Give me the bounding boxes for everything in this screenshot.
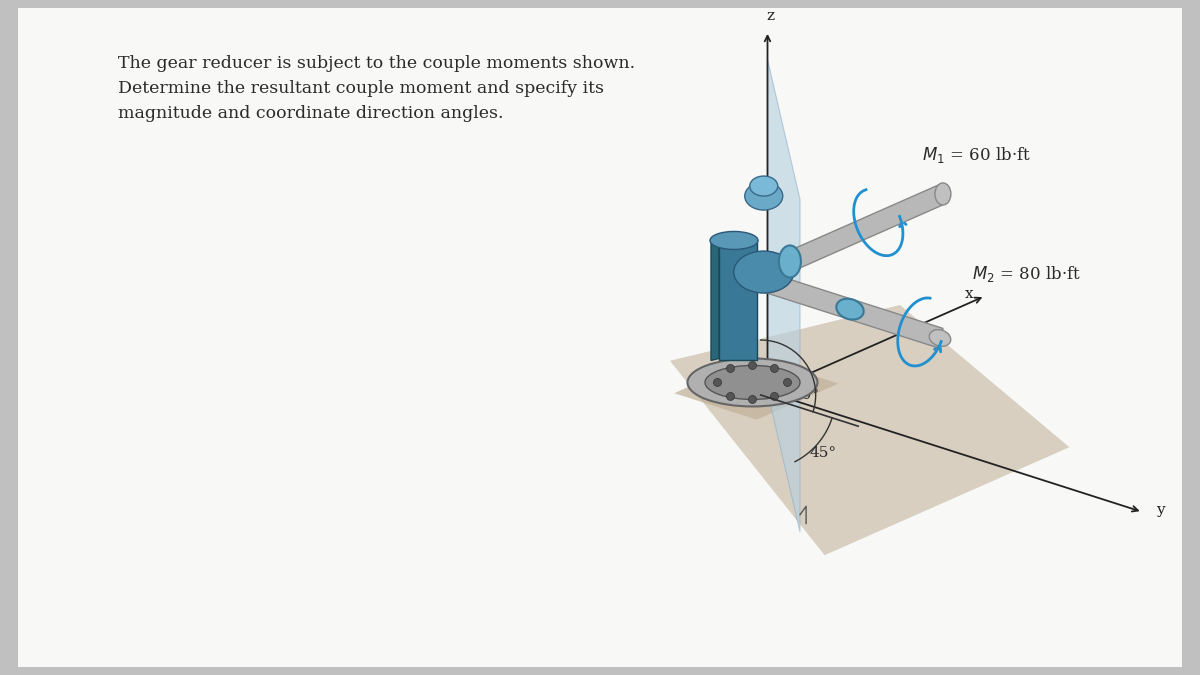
Ellipse shape bbox=[710, 232, 758, 250]
Ellipse shape bbox=[750, 176, 778, 196]
FancyBboxPatch shape bbox=[719, 240, 757, 360]
Ellipse shape bbox=[706, 365, 800, 400]
Text: 30°: 30° bbox=[793, 387, 820, 402]
Polygon shape bbox=[764, 273, 943, 348]
Circle shape bbox=[770, 392, 779, 400]
FancyBboxPatch shape bbox=[18, 8, 1182, 667]
Circle shape bbox=[749, 361, 756, 369]
Ellipse shape bbox=[935, 183, 950, 205]
Ellipse shape bbox=[733, 251, 793, 293]
Polygon shape bbox=[749, 185, 947, 287]
Text: $M_2$ = 80 lb·ft: $M_2$ = 80 lb·ft bbox=[972, 263, 1081, 284]
Ellipse shape bbox=[745, 182, 782, 210]
Text: 45°: 45° bbox=[809, 446, 836, 460]
Ellipse shape bbox=[929, 329, 950, 346]
Circle shape bbox=[749, 396, 756, 404]
Text: x: x bbox=[965, 287, 973, 301]
Ellipse shape bbox=[836, 299, 864, 319]
Circle shape bbox=[726, 392, 734, 400]
Circle shape bbox=[726, 364, 734, 373]
Circle shape bbox=[714, 379, 721, 387]
Ellipse shape bbox=[688, 358, 817, 406]
Text: magnitude and coordinate direction angles.: magnitude and coordinate direction angle… bbox=[118, 105, 504, 122]
Polygon shape bbox=[670, 305, 1069, 556]
Circle shape bbox=[784, 379, 792, 387]
Text: $M_1$ = 60 lb·ft: $M_1$ = 60 lb·ft bbox=[923, 145, 1032, 165]
Polygon shape bbox=[710, 238, 719, 360]
Text: The gear reducer is subject to the couple moments shown.: The gear reducer is subject to the coupl… bbox=[118, 55, 635, 72]
Circle shape bbox=[770, 364, 779, 373]
Text: Determine the resultant couple moment and specify its: Determine the resultant couple moment an… bbox=[118, 80, 604, 97]
Polygon shape bbox=[768, 59, 800, 532]
Text: y: y bbox=[1157, 503, 1165, 517]
Text: z: z bbox=[767, 9, 774, 23]
Ellipse shape bbox=[779, 246, 800, 277]
Polygon shape bbox=[674, 357, 839, 420]
